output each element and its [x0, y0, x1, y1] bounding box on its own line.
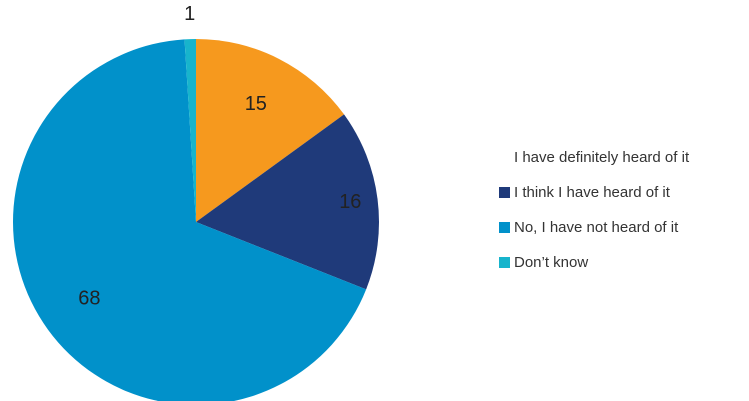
pie-data-labels: 15 16 68 1: [78, 3, 361, 310]
pie-slice-dont-know: [184, 39, 196, 222]
pie-slice-not-heard: [13, 39, 367, 401]
data-label-dont-know: 1: [184, 3, 195, 25]
legend-label-dont-know: Don’t know: [514, 253, 589, 271]
legend-swatch-not-heard: [499, 221, 510, 233]
data-label-not-heard: 68: [78, 288, 100, 310]
legend-swatch-think-heard: [499, 186, 510, 198]
legend-label-not-heard: No, I have not heard of it: [514, 218, 679, 236]
legend-item-definitely-heard: I have definitely heard of it: [499, 148, 749, 166]
data-label-think-heard: 16: [339, 191, 361, 213]
legend: I have definitely heard of it I think I …: [499, 148, 749, 288]
legend-label-think-heard: I think I have heard of it: [514, 183, 670, 201]
pie-slice-think-heard: [196, 114, 379, 290]
legend-item-dont-know: Don’t know: [499, 253, 749, 271]
data-label-definitely-heard: 15: [245, 93, 267, 115]
legend-item-think-heard: I think I have heard of it: [499, 183, 749, 201]
legend-item-not-heard: No, I have not heard of it: [499, 218, 749, 236]
pie-slices: [13, 39, 379, 401]
legend-swatch-dont-know: [499, 256, 510, 268]
pie-slice-definitely-heard: [196, 39, 345, 222]
legend-label-definitely-heard: I have definitely heard of it: [514, 148, 690, 166]
